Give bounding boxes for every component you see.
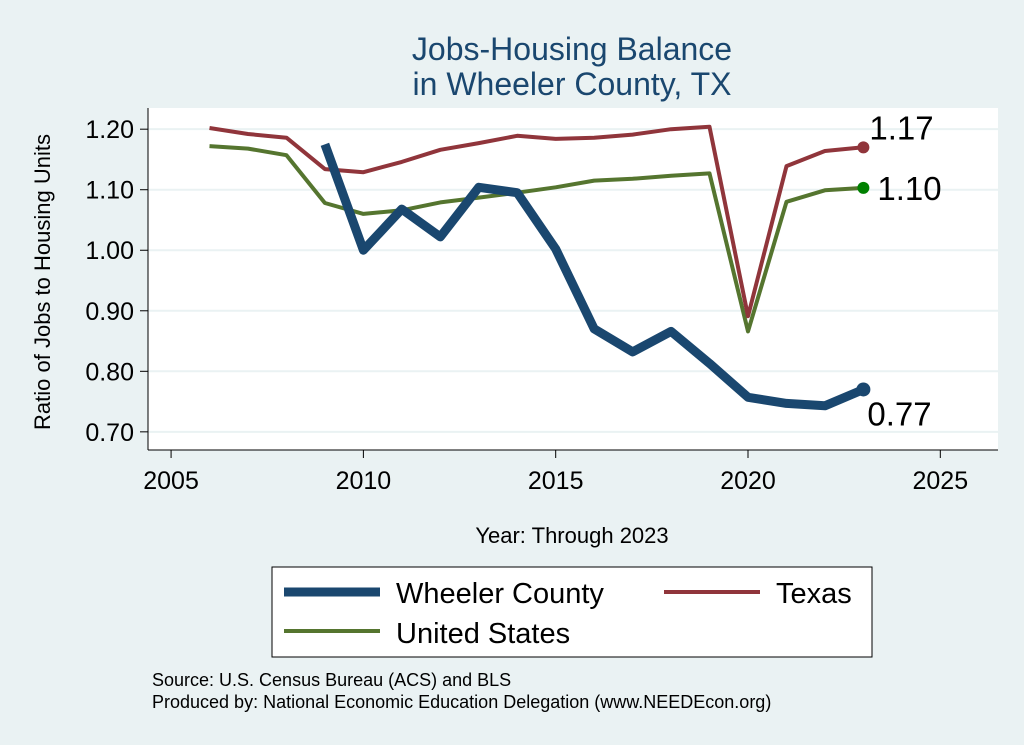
series-line-wheeler-county <box>320 142 866 411</box>
y-tick-label: 0.80 <box>85 358 134 386</box>
legend-label-united-states: United States <box>396 618 570 650</box>
chart-title-line-2: in Wheeler County, TX <box>413 66 732 102</box>
series-line-texas <box>209 124 864 319</box>
series-line-united-states <box>209 144 864 334</box>
x-tick-label: 2020 <box>720 467 776 495</box>
end-label-united-states: 1.10 <box>877 170 941 207</box>
y-axis-title: Ratio of Jobs to Housing Units <box>30 134 55 430</box>
end-label-texas: 1.17 <box>869 109 933 146</box>
end-marker-texas <box>857 141 870 154</box>
legend: Wheeler County Texas United States <box>271 566 873 658</box>
y-tick-label: 1.10 <box>85 177 134 205</box>
end-marker-united-states <box>857 181 870 194</box>
x-tick-label: 2025 <box>912 467 968 495</box>
x-axis: 2005 2010 2015 2020 2025 <box>143 449 998 495</box>
end-markers: 0.77 1.17 1.10 <box>856 109 942 432</box>
series-lines <box>209 124 866 411</box>
grid-lines <box>148 128 998 433</box>
x-tick-label: 2010 <box>336 467 392 495</box>
x-tick-label: 2015 <box>528 467 584 495</box>
y-tick-label: 0.90 <box>85 298 134 326</box>
end-label-wheeler-county: 0.77 <box>867 395 931 432</box>
y-tick-label: 0.70 <box>85 419 134 447</box>
legend-label-wheeler-county: Wheeler County <box>396 578 604 610</box>
end-marker-wheeler-county <box>856 382 871 397</box>
x-tick-label: 2005 <box>143 467 199 495</box>
source-note: Source: U.S. Census Bureau (ACS) and BLS <box>152 670 511 690</box>
y-tick-label: 1.00 <box>85 237 134 265</box>
y-axis: 0.70 0.80 0.90 1.00 1.10 1.20 <box>85 108 149 450</box>
legend-box <box>271 566 873 658</box>
y-tick-label: 1.20 <box>85 116 134 144</box>
produced-by-note: Produced by: National Economic Education… <box>152 692 771 712</box>
x-axis-title: Year: Through 2023 <box>475 523 668 548</box>
chart-title-line-1: Jobs-Housing Balance <box>412 31 732 67</box>
legend-label-texas: Texas <box>776 578 852 610</box>
